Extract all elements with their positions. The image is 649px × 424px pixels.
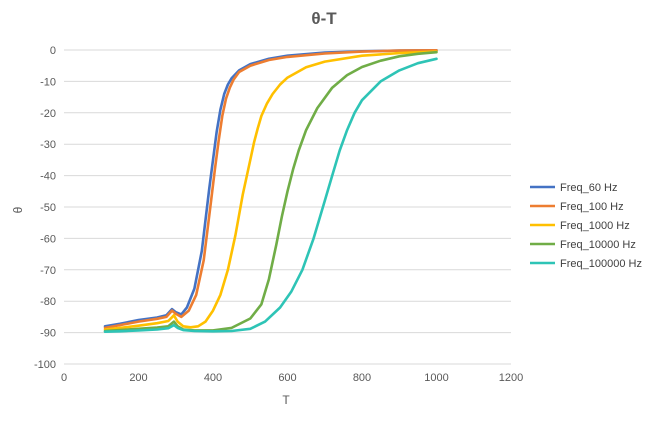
x-tick-label: 1000 [424, 372, 448, 384]
y-tick-label: 0 [50, 45, 56, 57]
x-tick-label: 800 [353, 372, 371, 384]
y-axis-label: θ [11, 206, 25, 213]
legend-label-0: Freq_60 Hz [560, 182, 617, 194]
chart-title: θ-T [311, 9, 337, 28]
y-tick-label: -30 [40, 139, 56, 151]
y-tick-label: -10 [40, 76, 56, 88]
y-tick-label: -70 [40, 265, 56, 277]
gridlines [64, 49, 511, 365]
y-tick-label: -50 [40, 202, 56, 214]
x-tick-label: 200 [129, 372, 147, 384]
x-axis-ticks: 0 200 400 600 800 1000 1200 [61, 372, 523, 384]
legend-label-4: Freq_100000 Hz [560, 258, 642, 270]
series-line-4 [103, 57, 438, 334]
y-tick-label: -60 [40, 233, 56, 245]
y-tick-label: -80 [40, 296, 56, 308]
x-tick-label: 0 [61, 372, 67, 384]
y-axis-ticks: 0 -10 -20 -30 -40 -50 -60 -70 -80 -90 -100 [34, 45, 56, 371]
series-lines [103, 48, 438, 334]
y-tick-label: -100 [34, 359, 56, 371]
x-tick-label: 400 [204, 372, 222, 384]
series-line-1 [103, 48, 438, 330]
x-tick-label: 600 [278, 372, 296, 384]
x-tick-label: 1200 [499, 372, 523, 384]
series-line-3 [103, 50, 438, 333]
legend-label-3: Freq_10000 Hz [560, 239, 636, 251]
legend-label-2: Freq_1000 Hz [560, 220, 630, 232]
x-axis-label: T [282, 393, 290, 407]
y-tick-label: -20 [40, 108, 56, 120]
y-tick-label: -90 [40, 328, 56, 340]
y-tick-label: -40 [40, 171, 56, 183]
series-line-0 [103, 48, 438, 328]
series-line-2 [103, 50, 438, 331]
legend-label-1: Freq_100 Hz [560, 201, 624, 213]
legend: Freq_60 Hz Freq_100 Hz Freq_1000 Hz Freq_10… [530, 182, 642, 270]
